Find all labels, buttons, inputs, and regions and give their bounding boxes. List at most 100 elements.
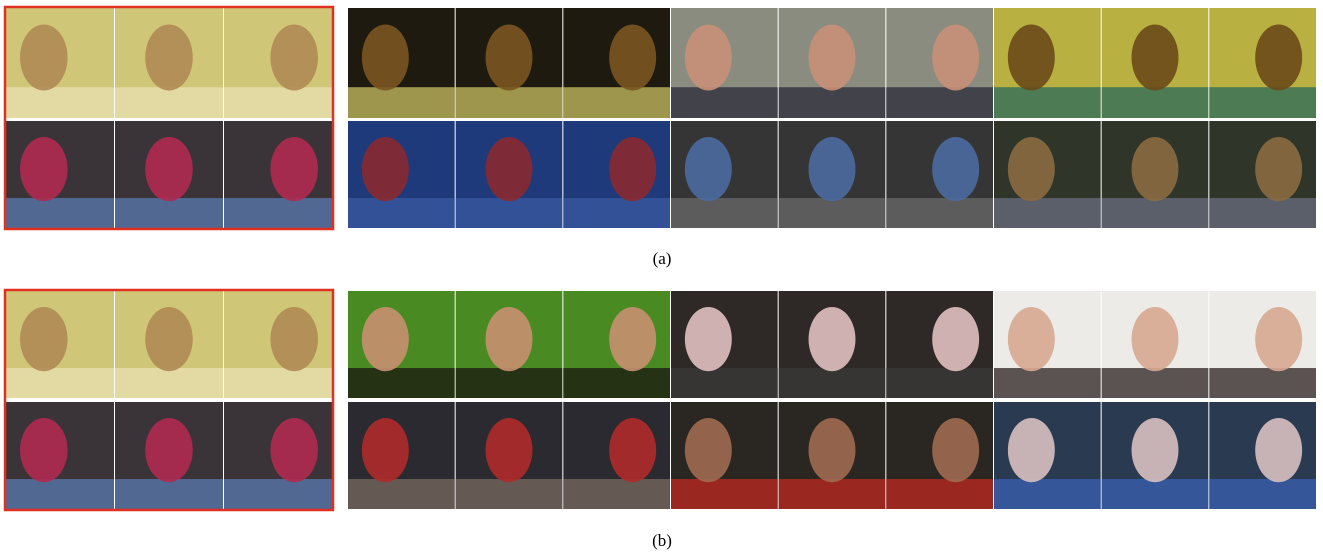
frame-subject xyxy=(1255,137,1303,202)
frame-subject xyxy=(808,137,856,202)
frame-region xyxy=(1101,479,1209,509)
frame-subject xyxy=(20,24,68,91)
frame-subject xyxy=(1007,137,1055,202)
frame-subject xyxy=(485,418,533,483)
frame-region xyxy=(994,198,1101,228)
frame-subject xyxy=(808,418,856,483)
frame-region xyxy=(886,479,993,509)
frame-region xyxy=(1209,198,1316,228)
panel-caption: (a) xyxy=(653,249,672,268)
frame-subject xyxy=(932,137,980,202)
frame-subject xyxy=(932,418,980,483)
frame-subject xyxy=(808,307,856,372)
frame-region xyxy=(778,198,886,228)
frame-subject xyxy=(145,24,193,91)
frame-subject xyxy=(1131,418,1179,483)
frame-subject xyxy=(1131,24,1179,91)
frame-region xyxy=(671,198,778,228)
frame-subject xyxy=(270,418,318,483)
frame-region xyxy=(994,479,1101,509)
frame-subject xyxy=(361,24,409,91)
frame-region xyxy=(455,198,563,228)
frame-subject xyxy=(270,24,318,91)
query-border xyxy=(3,5,335,231)
frame-region xyxy=(6,87,114,118)
frame-region xyxy=(224,198,332,228)
frame-subject xyxy=(609,418,657,483)
frame-region xyxy=(563,479,670,509)
frame-region xyxy=(563,87,670,118)
frame-region xyxy=(224,479,332,509)
frame-subject xyxy=(1007,418,1055,483)
frame-region xyxy=(778,87,886,118)
frame-subject xyxy=(932,307,980,372)
frame-subject xyxy=(808,24,856,91)
frame-subject xyxy=(485,307,533,372)
frame-region xyxy=(671,87,778,118)
frame-subject xyxy=(609,307,657,372)
frame-region xyxy=(1101,87,1209,118)
frame-region xyxy=(778,368,886,398)
frame-region xyxy=(671,368,778,398)
frame-region xyxy=(455,368,563,398)
frame-subject xyxy=(20,418,68,483)
frame-subject xyxy=(145,418,193,483)
frame-region xyxy=(563,368,670,398)
frame-region xyxy=(1101,368,1209,398)
frame-region xyxy=(6,198,114,228)
frame-subject xyxy=(1131,307,1179,372)
frame-region xyxy=(224,368,332,398)
frame-subject xyxy=(684,24,732,91)
frame-region xyxy=(886,198,993,228)
query-border xyxy=(3,288,335,512)
frame-subject xyxy=(684,307,732,372)
frame-region xyxy=(348,479,455,509)
frame-subject xyxy=(20,307,68,372)
frame-region xyxy=(224,87,332,118)
frame-region xyxy=(455,87,563,118)
frame-subject xyxy=(485,137,533,202)
frame-region xyxy=(115,479,223,509)
frame-subject xyxy=(684,137,732,202)
panel-caption: (b) xyxy=(652,531,672,550)
frame-subject xyxy=(609,137,657,202)
frame-region xyxy=(1209,87,1316,118)
frame-subject xyxy=(270,137,318,202)
frame-subject xyxy=(1131,137,1179,202)
frame-subject xyxy=(361,418,409,483)
frame-region xyxy=(348,198,455,228)
frame-subject xyxy=(1007,307,1055,372)
frame-region xyxy=(994,87,1101,118)
frame-region xyxy=(778,479,886,509)
frame-subject xyxy=(361,307,409,372)
frame-region xyxy=(1209,368,1316,398)
frame-region xyxy=(1101,198,1209,228)
frame-subject xyxy=(1255,418,1303,483)
frame-subject xyxy=(20,137,68,202)
frame-subject xyxy=(609,24,657,91)
frame-region xyxy=(348,368,455,398)
frame-subject xyxy=(1255,307,1303,372)
frame-region xyxy=(348,87,455,118)
frame-region xyxy=(455,479,563,509)
frame-region xyxy=(886,87,993,118)
frame-subject xyxy=(485,24,533,91)
frame-region xyxy=(994,368,1101,398)
frame-subject xyxy=(1007,24,1055,91)
frame-region xyxy=(886,368,993,398)
frame-region xyxy=(6,368,114,398)
frame-subject xyxy=(361,137,409,202)
frame-region xyxy=(563,198,670,228)
frame-subject xyxy=(145,137,193,202)
frame-subject xyxy=(1255,24,1303,91)
frame-region xyxy=(115,368,223,398)
frame-subject xyxy=(684,418,732,483)
frame-subject xyxy=(145,307,193,372)
frame-subject xyxy=(270,307,318,372)
frame-region xyxy=(6,479,114,509)
frame-region xyxy=(1209,479,1316,509)
frame-region xyxy=(115,87,223,118)
frame-region xyxy=(115,198,223,228)
frame-subject xyxy=(932,24,980,91)
